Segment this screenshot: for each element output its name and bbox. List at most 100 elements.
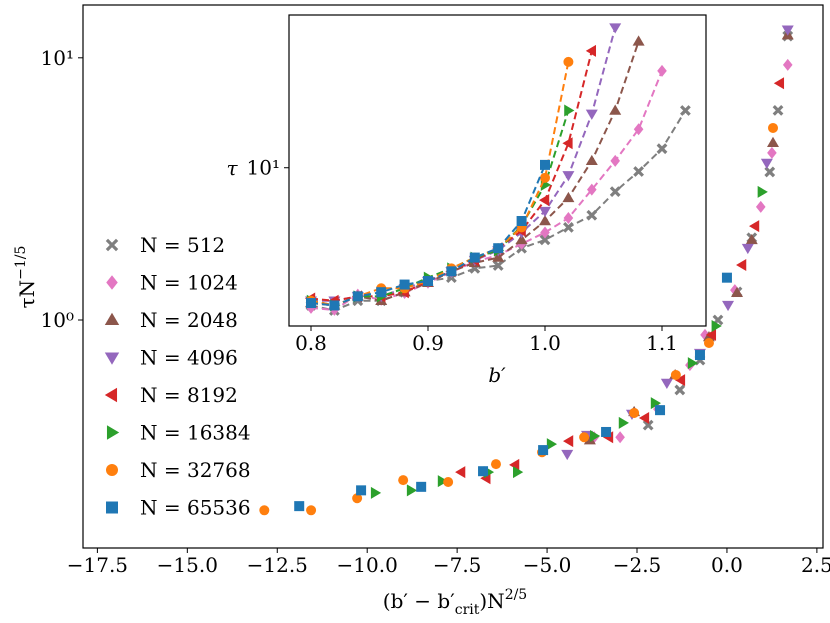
marker: [515, 233, 528, 245]
marker: [490, 459, 501, 470]
marker: [767, 122, 778, 133]
legend-label: N = 8192: [140, 383, 238, 407]
x-tick-label: 1.0: [529, 331, 561, 355]
marker: [105, 238, 119, 252]
marker: [583, 434, 596, 445]
marker: [329, 300, 340, 311]
marker: [376, 287, 387, 298]
marker: [306, 505, 317, 516]
marker: [352, 291, 363, 302]
marker: [563, 435, 574, 448]
y-axis-label-part: −1/5: [13, 246, 29, 280]
marker: [585, 109, 598, 120]
y-axis-label: τN−1/5: [13, 246, 39, 309]
legend-label: N = 4096: [140, 346, 238, 370]
marker: [633, 166, 644, 177]
data: [304, 23, 691, 316]
y-axis-label: τ: [226, 156, 238, 180]
legend-label: N = 32768: [140, 458, 251, 482]
marker: [767, 146, 777, 159]
marker: [509, 458, 520, 471]
marker: [609, 23, 622, 34]
x-tick-label: 0.8: [295, 331, 327, 355]
x-axis-label-part: crit: [455, 602, 480, 618]
line: [310, 164, 546, 307]
marker: [356, 485, 367, 496]
marker: [656, 143, 668, 155]
plot-area: [289, 15, 706, 326]
marker: [259, 505, 270, 516]
marker: [764, 166, 776, 178]
marker: [104, 312, 120, 326]
marker: [585, 44, 597, 57]
x-tick-label: −2.5: [613, 553, 662, 577]
marker: [687, 357, 699, 370]
line: [310, 70, 663, 311]
x-tick-label: 2.5: [801, 553, 830, 577]
marker: [562, 171, 575, 182]
marker: [539, 234, 551, 246]
marker: [492, 251, 505, 262]
marker: [629, 407, 640, 418]
marker: [633, 123, 644, 136]
x-axis-label-part: (b′ − b′: [383, 589, 455, 613]
marker: [469, 252, 480, 263]
legend-label: N = 16384: [140, 421, 251, 445]
y-axis-label-part: τN: [15, 280, 39, 309]
x-tick-label: −12.5: [247, 553, 308, 577]
marker: [478, 466, 489, 477]
marker: [773, 77, 785, 90]
legend-label: N = 512: [140, 233, 225, 257]
y-tick-label: 10⁰: [41, 308, 74, 332]
x-tick-label: −15.0: [157, 553, 218, 577]
marker: [106, 425, 120, 440]
x-tick-label: 1.1: [646, 331, 678, 355]
marker: [711, 319, 722, 332]
marker: [406, 484, 418, 497]
legend-label: N = 2048: [140, 308, 238, 332]
x-tick-label: −17.5: [67, 553, 128, 577]
marker: [703, 338, 714, 349]
marker: [352, 493, 363, 504]
marker: [741, 243, 754, 255]
marker: [609, 104, 622, 115]
x-tick-label: −10.0: [337, 553, 398, 577]
legend-label: N = 1024: [140, 271, 238, 295]
marker: [538, 445, 549, 456]
marker: [106, 501, 118, 514]
marker: [721, 272, 732, 283]
marker: [104, 352, 120, 365]
marker: [539, 215, 552, 226]
marker: [655, 405, 666, 416]
marker: [587, 183, 597, 196]
marker: [513, 466, 524, 479]
x-axis-label-part: )N: [479, 589, 504, 613]
marker: [399, 279, 410, 290]
marker: [563, 56, 574, 67]
marker: [700, 328, 710, 341]
marker: [657, 64, 667, 77]
marker: [539, 206, 552, 218]
x-axis-label-part: 2/5: [505, 587, 528, 603]
marker: [562, 191, 575, 203]
marker: [443, 477, 454, 488]
x-axis-label: (b′ − b′crit)N2/5: [383, 587, 527, 618]
marker: [106, 464, 118, 476]
marker: [638, 411, 650, 424]
marker: [590, 430, 601, 443]
legend: N = 512 N = 1024 N = 2048 N = 4096 N = 8192 N…: [104, 233, 251, 520]
marker: [610, 154, 621, 167]
frame: [82, 4, 824, 549]
marker: [540, 159, 551, 170]
marker: [423, 276, 433, 287]
marker: [674, 374, 686, 387]
marker: [772, 105, 784, 116]
marker: [563, 221, 574, 233]
marker: [305, 298, 316, 309]
x-axis-label: b′: [488, 363, 506, 387]
marker: [615, 431, 625, 444]
marker: [455, 466, 466, 479]
marker: [757, 185, 768, 198]
marker: [749, 220, 760, 233]
